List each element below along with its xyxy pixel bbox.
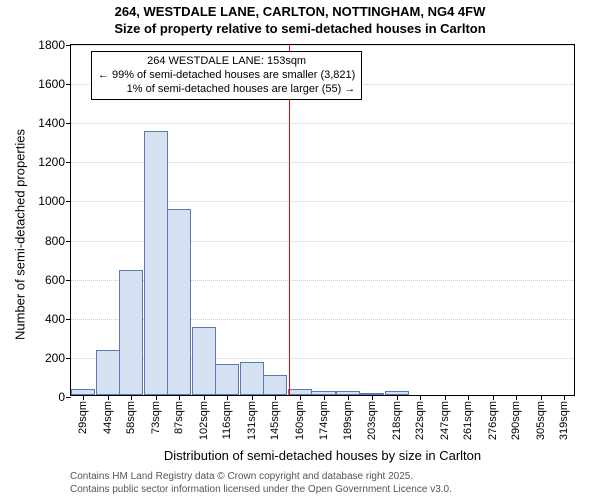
ytick-label: 1600 bbox=[38, 77, 65, 91]
attribution-line2: Contains public sector information licen… bbox=[70, 483, 452, 496]
xtick-label: 102sqm bbox=[198, 401, 210, 440]
title-subtitle: Size of property relative to semi-detach… bbox=[0, 21, 600, 38]
xtick-label: 305sqm bbox=[535, 401, 547, 440]
xtick-label: 218sqm bbox=[391, 401, 403, 440]
xtick-label: 247sqm bbox=[439, 401, 451, 440]
annotation-box: 264 WESTDALE LANE: 153sqm← 99% of semi-d… bbox=[91, 51, 362, 100]
xtick-mark bbox=[324, 395, 325, 400]
xtick-label: 131sqm bbox=[246, 401, 258, 440]
annotation-line1: 264 WESTDALE LANE: 153sqm bbox=[98, 55, 355, 69]
plot-area: 02004006008001000120014001600180029sqm44… bbox=[70, 44, 575, 396]
ytick-mark bbox=[66, 358, 71, 359]
xtick-label: 44sqm bbox=[102, 401, 114, 434]
xtick-label: 116sqm bbox=[221, 401, 233, 439]
xtick-mark bbox=[156, 395, 157, 400]
xtick-mark bbox=[397, 395, 398, 400]
xtick-mark bbox=[83, 395, 84, 400]
xtick-label: 29sqm bbox=[77, 401, 89, 434]
y-axis-label: Number of semi-detached properties bbox=[13, 129, 28, 340]
xtick-mark bbox=[372, 395, 373, 400]
histogram-bar bbox=[119, 270, 143, 395]
histogram-bar bbox=[311, 391, 335, 395]
xtick-label: 58sqm bbox=[125, 401, 137, 434]
ytick-mark bbox=[66, 241, 71, 242]
xtick-mark bbox=[541, 395, 542, 400]
ytick-label: 1400 bbox=[38, 116, 65, 130]
histogram-bar bbox=[192, 327, 216, 395]
histogram-bar bbox=[144, 131, 168, 395]
chart-title: 264, WESTDALE LANE, CARLTON, NOTTINGHAM,… bbox=[0, 4, 600, 38]
xtick-label: 145sqm bbox=[269, 401, 281, 440]
xtick-mark bbox=[420, 395, 421, 400]
histogram-bar bbox=[71, 389, 95, 395]
ytick-mark bbox=[66, 162, 71, 163]
xtick-mark bbox=[564, 395, 565, 400]
xtick-label: 73sqm bbox=[150, 401, 162, 434]
attribution: Contains HM Land Registry data © Crown c… bbox=[70, 470, 452, 496]
ytick-mark bbox=[66, 319, 71, 320]
xtick-mark bbox=[252, 395, 253, 400]
ytick-mark bbox=[66, 45, 71, 46]
xtick-mark bbox=[275, 395, 276, 400]
ytick-label: 1200 bbox=[38, 155, 65, 169]
ytick-mark bbox=[66, 280, 71, 281]
ytick-label: 800 bbox=[45, 234, 65, 248]
attribution-line1: Contains HM Land Registry data © Crown c… bbox=[70, 470, 452, 483]
ytick-mark bbox=[66, 397, 71, 398]
xtick-mark bbox=[348, 395, 349, 400]
annotation-line2: ← 99% of semi-detached houses are smalle… bbox=[98, 69, 355, 83]
xtick-mark bbox=[468, 395, 469, 400]
property-size-chart: 264, WESTDALE LANE, CARLTON, NOTTINGHAM,… bbox=[0, 0, 600, 500]
xtick-label: 160sqm bbox=[294, 401, 306, 440]
xtick-mark bbox=[493, 395, 494, 400]
ytick-label: 0 bbox=[58, 390, 65, 404]
histogram-bar bbox=[96, 350, 120, 395]
histogram-bar bbox=[263, 375, 287, 395]
histogram-bar bbox=[360, 393, 384, 395]
histogram-bar bbox=[167, 209, 191, 395]
histogram-bar bbox=[385, 391, 409, 395]
xtick-mark bbox=[204, 395, 205, 400]
histogram-bar bbox=[215, 364, 239, 395]
ytick-mark bbox=[66, 201, 71, 202]
xtick-label: 203sqm bbox=[366, 401, 378, 440]
ytick-label: 1000 bbox=[38, 194, 65, 208]
x-axis-label: Distribution of semi-detached houses by … bbox=[70, 448, 575, 463]
histogram-bar bbox=[240, 362, 264, 395]
xtick-mark bbox=[179, 395, 180, 400]
histogram-bar bbox=[288, 389, 312, 395]
xtick-label: 189sqm bbox=[342, 401, 354, 440]
grid-line bbox=[71, 123, 574, 124]
ytick-label: 1800 bbox=[38, 38, 65, 52]
ytick-mark bbox=[66, 123, 71, 124]
xtick-label: 290sqm bbox=[510, 401, 522, 440]
xtick-mark bbox=[108, 395, 109, 400]
xtick-label: 232sqm bbox=[414, 401, 426, 440]
annotation-line3: 1% of semi-detached houses are larger (5… bbox=[98, 83, 355, 97]
xtick-mark bbox=[300, 395, 301, 400]
grid-line bbox=[71, 45, 574, 46]
xtick-label: 87sqm bbox=[173, 401, 185, 434]
ytick-label: 200 bbox=[45, 351, 65, 365]
xtick-label: 261sqm bbox=[462, 401, 474, 440]
ytick-label: 400 bbox=[45, 312, 65, 326]
xtick-mark bbox=[445, 395, 446, 400]
title-address: 264, WESTDALE LANE, CARLTON, NOTTINGHAM,… bbox=[0, 4, 600, 21]
ytick-mark bbox=[66, 84, 71, 85]
xtick-label: 319sqm bbox=[558, 401, 570, 440]
xtick-mark bbox=[131, 395, 132, 400]
xtick-mark bbox=[516, 395, 517, 400]
ytick-label: 600 bbox=[45, 273, 65, 287]
xtick-label: 174sqm bbox=[318, 401, 330, 440]
xtick-label: 276sqm bbox=[487, 401, 499, 440]
histogram-bar bbox=[336, 391, 360, 395]
xtick-mark bbox=[227, 395, 228, 400]
